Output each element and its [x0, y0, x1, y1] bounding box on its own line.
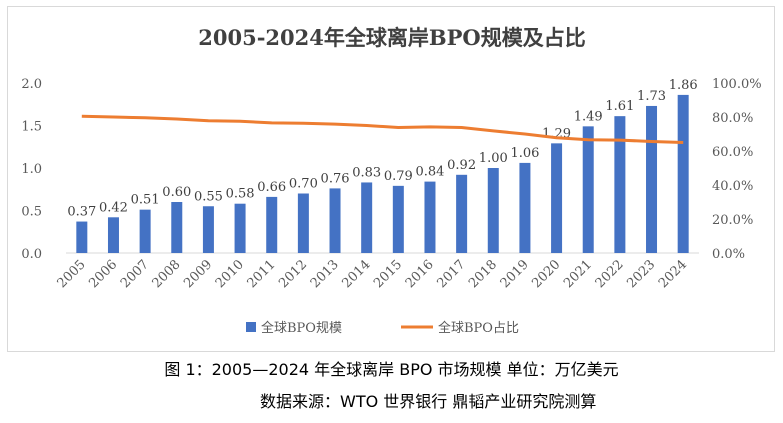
- left-tick-label: 1.5: [21, 120, 42, 135]
- bar-value-label: 1.49: [574, 109, 603, 124]
- bpo-chart: 2005-2024年全球离岸BPO规模及占比 0.0 0.5 1.0 1.5 2.0 0…: [21, 25, 762, 336]
- bar-value-label: 0.51: [131, 193, 160, 208]
- bar-value-label: 1.06: [510, 146, 539, 161]
- bar-data-labels: 0.37 0.420.510.60 0.55 0.58 0.66 0.70 0.76 0.83…: [67, 78, 697, 220]
- right-tick-label: 0.0%: [712, 247, 745, 262]
- x-tick-label: 2014: [339, 257, 373, 291]
- x-tick-label: 2005: [55, 257, 89, 291]
- bar-value-label: 0.76: [321, 171, 350, 186]
- right-tick-label: 100.0%: [712, 77, 762, 92]
- x-tick-label: 2020: [529, 257, 563, 291]
- bar: [424, 181, 436, 253]
- bar-value-label: 0.79: [384, 169, 413, 184]
- bar: [487, 168, 499, 253]
- bar: [171, 202, 183, 253]
- bar-value-label: 1.86: [669, 78, 698, 93]
- right-tick-label: 40.0%: [712, 179, 753, 194]
- right-tick-label: 80.0%: [712, 111, 753, 126]
- bar-value-label: 1.73: [637, 89, 666, 104]
- left-tick-label: 2.0: [21, 77, 42, 92]
- bar: [392, 185, 404, 253]
- right-tick-label: 60.0%: [712, 145, 753, 160]
- x-tick-label: 2009: [181, 257, 215, 291]
- bar-value-label: 0.37: [67, 205, 96, 220]
- x-tick-label: 2018: [466, 257, 500, 291]
- bar: [266, 196, 278, 253]
- bar: [76, 221, 88, 253]
- legend-label-bar: 全球BPO规模: [261, 320, 342, 336]
- bar-value-label: 0.55: [194, 189, 223, 204]
- x-tick-label: 2007: [118, 257, 152, 291]
- bar-value-label: 0.60: [162, 185, 191, 200]
- x-tick-label: 2019: [498, 257, 532, 291]
- bar: [361, 182, 373, 253]
- legend-swatch-bar: [246, 322, 256, 332]
- bar: [551, 143, 563, 253]
- chart-title: 2005-2024年全球离岸BPO规模及占比: [198, 25, 585, 50]
- x-tick-label: 2021: [561, 257, 595, 291]
- bar: [202, 206, 214, 253]
- x-tick-label: 2010: [213, 257, 247, 291]
- bar: [614, 116, 626, 254]
- bar: [139, 209, 151, 253]
- left-axis: 0.0 0.5 1.0 1.5 2.0: [21, 77, 42, 262]
- bar: [677, 94, 689, 254]
- bar-series: [76, 94, 689, 254]
- bar-value-label: 0.92: [447, 158, 476, 173]
- x-tick-label: 2022: [593, 257, 627, 291]
- bar-value-label: 0.70: [289, 177, 318, 192]
- x-tick-label: 2012: [276, 257, 310, 291]
- x-tick-label: 2016: [403, 257, 437, 291]
- bar-value-label: 1.61: [605, 99, 634, 114]
- bar: [297, 193, 309, 253]
- right-axis: 0.0% 20.0% 40.0% 60.0% 80.0% 100.0%: [712, 77, 762, 262]
- share-line: [81, 114, 684, 144]
- x-tick-label: 2008: [150, 257, 184, 291]
- legend: 全球BPO规模 全球BPO占比: [246, 320, 519, 336]
- x-tick-label: 2017: [434, 257, 468, 291]
- bar-value-label: 0.84: [415, 165, 444, 180]
- x-tick-label: 2023: [624, 257, 658, 291]
- bar-value-label: 0.42: [99, 200, 128, 215]
- x-tick-label: 2015: [371, 257, 405, 291]
- line-series: [81, 114, 684, 144]
- x-tick-label: 2006: [86, 257, 120, 291]
- source-caption: 数据来源：WTO 世界银行 鼎韬产业研究院测算: [260, 392, 597, 411]
- x-tick-label: 2011: [245, 257, 279, 291]
- left-tick-label: 0.0: [21, 247, 42, 262]
- x-tick-label: 2024: [656, 257, 690, 291]
- bar-value-label: 0.83: [352, 165, 381, 180]
- bar-value-label: 1.00: [479, 151, 508, 166]
- bar-value-label: 0.58: [226, 187, 255, 202]
- figure-caption: 图 1：2005—2024 年全球离岸 BPO 市场规模 单位：万亿美元: [164, 360, 619, 379]
- bar: [329, 188, 341, 253]
- x-tick-label: 2013: [308, 257, 342, 291]
- left-tick-label: 0.5: [21, 205, 42, 220]
- bar: [456, 174, 468, 253]
- bar: [107, 217, 119, 253]
- right-tick-label: 20.0%: [712, 213, 753, 228]
- bar: [646, 105, 658, 253]
- x-axis-labels: 2005200620072008200920102011201220132014…: [55, 257, 690, 291]
- legend-label-line: 全球BPO占比: [438, 320, 519, 336]
- bar: [519, 162, 531, 253]
- bar-value-label: 0.66: [257, 180, 286, 195]
- bar: [234, 203, 246, 253]
- bar: [582, 126, 594, 253]
- chart-frame: 2005-2024年全球离岸BPO规模及占比 0.0 0.5 1.0 1.5 2.0 0…: [7, 6, 775, 352]
- left-tick-label: 1.0: [21, 162, 42, 177]
